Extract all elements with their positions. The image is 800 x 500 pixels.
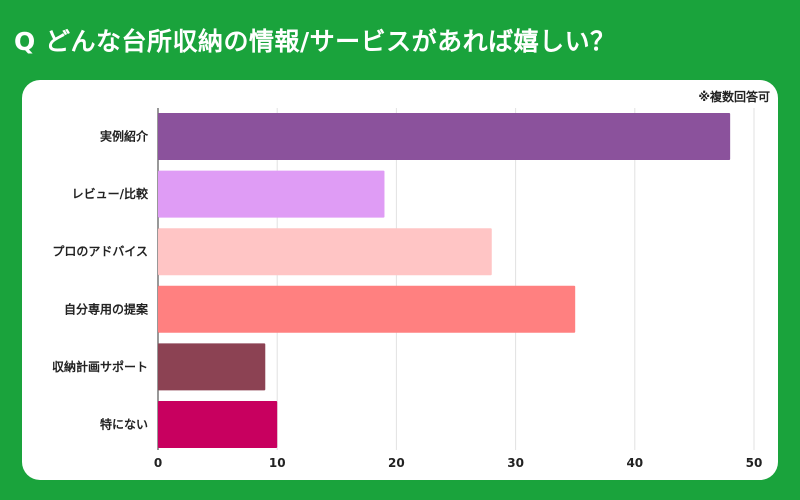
x-tick-labels: 0 10 20 30 40 50: [154, 456, 763, 470]
bars: [158, 113, 731, 448]
bar-6: [158, 401, 278, 448]
category-label-4: 自分専用の提案: [64, 301, 149, 316]
x-tick-label-0: 0: [154, 456, 162, 470]
bar-3: [158, 228, 492, 276]
x-tick-label-30: 30: [507, 456, 524, 470]
x-tick-label-10: 10: [269, 456, 286, 470]
chart-title: Q どんな台所収納の情報/サービスがあれば嬉しい？: [14, 27, 616, 56]
category-label-1: 実例紹介: [100, 129, 149, 144]
bar-1: [158, 113, 731, 160]
bar-5: [158, 343, 266, 391]
multiple-answer-note: ※複数回答可: [698, 90, 770, 104]
bar-2: [158, 170, 385, 218]
category-label-5: 収納計画サポート: [52, 359, 148, 374]
x-tick-label-20: 20: [388, 456, 405, 470]
category-label-3: プロのアドバイス: [52, 244, 148, 259]
gridlines: [157, 108, 755, 450]
bar-4: [158, 285, 576, 333]
category-label-6: 特にない: [100, 417, 148, 432]
x-tick-label-40: 40: [626, 456, 643, 470]
category-label-2: レビュー/比較: [72, 186, 149, 201]
x-tick-label-50: 50: [746, 456, 763, 470]
